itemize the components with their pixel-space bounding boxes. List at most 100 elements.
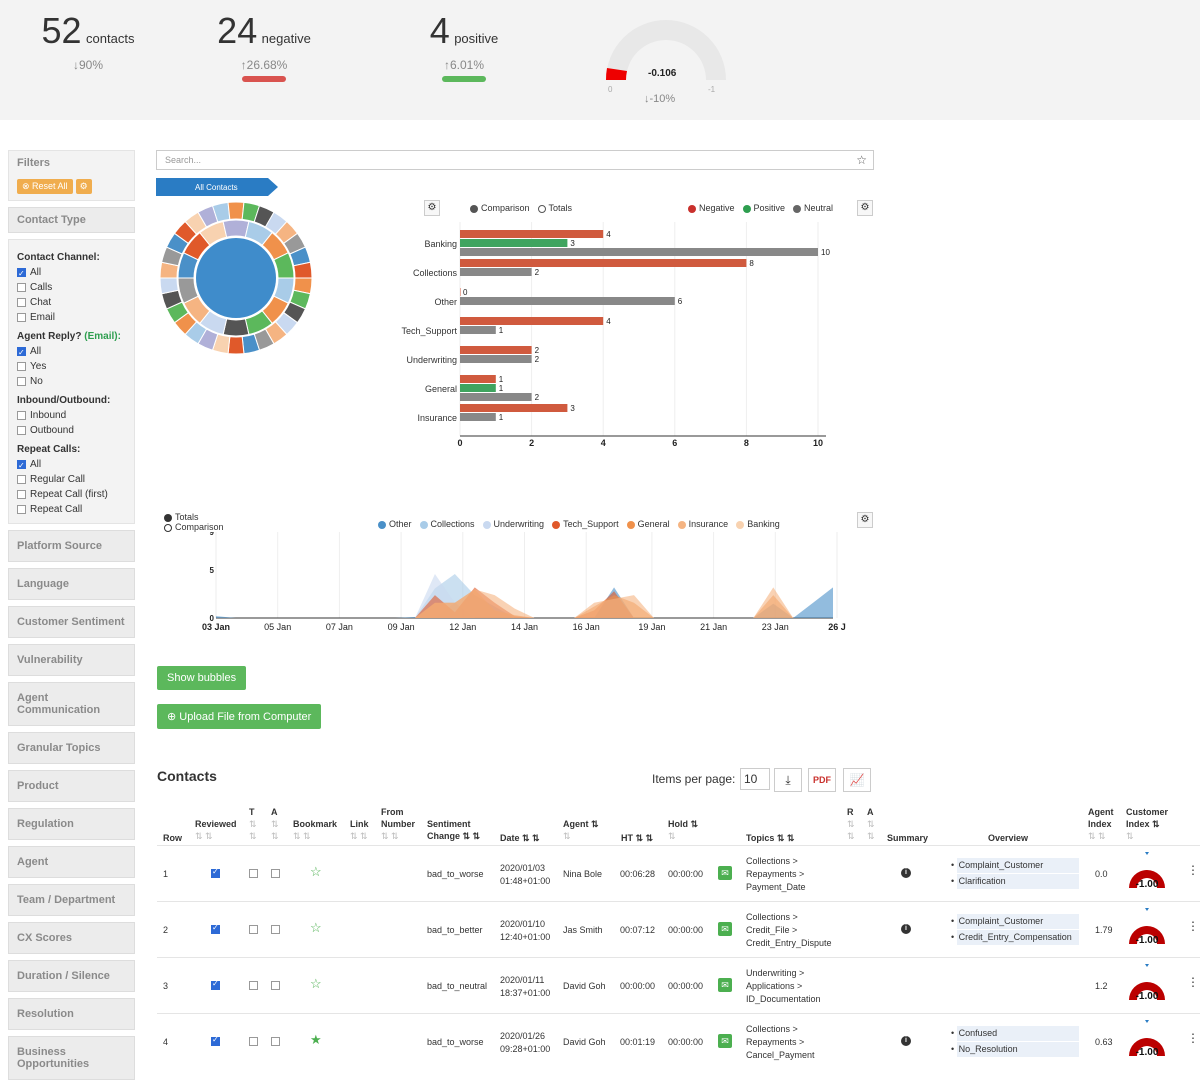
- filter-option-chat[interactable]: Chat: [17, 295, 126, 310]
- filter-option-repeat-call[interactable]: Repeat Call: [17, 502, 126, 517]
- contact-type-section[interactable]: Contact Type: [8, 207, 135, 233]
- legend-totals[interactable]: Totals: [164, 512, 224, 522]
- sidebar-section-duration-silence[interactable]: Duration / Silence: [8, 960, 135, 992]
- row-menu-icon[interactable]: ⋮: [1187, 1031, 1199, 1045]
- column-header[interactable]: Customer Index ⇅ ⇅: [1126, 806, 1168, 842]
- summary-info-icon[interactable]: i: [901, 868, 911, 878]
- filter-option-email[interactable]: Email: [17, 310, 126, 325]
- sidebar-section-resolution[interactable]: Resolution: [8, 998, 135, 1030]
- email-icon[interactable]: ✉: [718, 1034, 732, 1048]
- bookmark-star-icon[interactable]: ☆: [310, 920, 322, 935]
- column-header[interactable]: T ⇅ ⇅: [249, 806, 257, 842]
- filter-option-regular-call[interactable]: Regular Call: [17, 472, 126, 487]
- show-bubbles-button[interactable]: Show bubbles: [157, 666, 247, 690]
- reviewed-checkbox[interactable]: [211, 1035, 220, 1046]
- legend-underwriting[interactable]: Underwriting: [482, 519, 544, 529]
- email-icon[interactable]: ✉: [718, 922, 732, 936]
- filter-option-all[interactable]: All: [17, 344, 126, 360]
- area-chart-gear-icon[interactable]: ⚙: [857, 512, 873, 528]
- sunburst-chart[interactable]: [156, 200, 320, 356]
- column-header[interactable]: HT ⇅ ⇅: [621, 832, 653, 844]
- bookmark-star-icon[interactable]: ☆: [310, 976, 322, 991]
- items-per-page-input[interactable]: 10: [740, 768, 770, 790]
- reviewed-checkbox[interactable]: [211, 867, 220, 878]
- legend-neutral[interactable]: Neutral: [793, 203, 833, 213]
- summary-info-icon[interactable]: i: [901, 1036, 911, 1046]
- filter-option-inbound[interactable]: Inbound: [17, 408, 126, 423]
- legend-banking[interactable]: Banking: [736, 519, 780, 529]
- t-checkbox[interactable]: [249, 925, 258, 934]
- chart-icon[interactable]: 📈: [843, 768, 871, 792]
- all-contacts-tab[interactable]: All Contacts: [156, 178, 278, 196]
- column-header[interactable]: R ⇅ ⇅: [847, 806, 855, 842]
- t-checkbox[interactable]: [249, 869, 258, 878]
- bar-chart-left-gear-icon[interactable]: ⚙: [424, 200, 440, 216]
- legend-totals[interactable]: Totals: [537, 203, 572, 213]
- checkbox[interactable]: [17, 426, 26, 435]
- sidebar-section-customer-sentiment[interactable]: Customer Sentiment: [8, 606, 135, 638]
- legend-general[interactable]: General: [626, 519, 670, 529]
- download-icon[interactable]: ⤓: [774, 768, 802, 792]
- column-header[interactable]: From Number ⇅ ⇅: [381, 806, 415, 842]
- column-header[interactable]: Agent Index ⇅ ⇅: [1088, 806, 1114, 842]
- legend-collections[interactable]: Collections: [419, 519, 475, 529]
- legend-comparison[interactable]: Comparison: [164, 522, 224, 532]
- legend-negative[interactable]: Negative: [688, 203, 735, 213]
- filter-option-outbound[interactable]: Outbound: [17, 423, 126, 438]
- a-checkbox[interactable]: [271, 925, 280, 934]
- checkbox[interactable]: [17, 475, 26, 484]
- column-header[interactable]: Row: [163, 832, 182, 844]
- bar-chart-sentiment-legend[interactable]: Negative Positive Neutral: [688, 203, 833, 213]
- a-checkbox[interactable]: [271, 1037, 280, 1046]
- a-checkbox[interactable]: [271, 981, 280, 990]
- email-icon[interactable]: ✉: [718, 978, 732, 992]
- bookmark-star-icon[interactable]: ★: [310, 1032, 322, 1047]
- sidebar-section-agent-communication[interactable]: Agent Communication: [8, 682, 135, 726]
- legend-tech_support[interactable]: Tech_Support: [552, 519, 619, 529]
- column-header[interactable]: Link ⇅ ⇅: [350, 818, 369, 842]
- legend-insurance[interactable]: Insurance: [677, 519, 728, 529]
- filter-option-calls[interactable]: Calls: [17, 280, 126, 295]
- column-header[interactable]: Reviewed ⇅ ⇅: [195, 818, 237, 842]
- filter-option-repeat-call-first-[interactable]: Repeat Call (first): [17, 487, 126, 502]
- column-header[interactable]: Agent ⇅ ⇅: [563, 818, 599, 842]
- bookmark-star-icon[interactable]: ☆: [310, 864, 322, 879]
- t-checkbox[interactable]: [249, 1037, 258, 1046]
- pdf-export-icon[interactable]: PDF: [808, 768, 836, 792]
- filter-option-all[interactable]: All: [17, 457, 126, 473]
- reset-all-button[interactable]: ⊗ Reset All: [17, 179, 73, 194]
- checkbox[interactable]: [17, 411, 26, 420]
- filter-option-all[interactable]: All: [17, 265, 126, 281]
- checkbox[interactable]: [17, 505, 26, 514]
- upload-file-button[interactable]: ⊕ Upload File from Computer: [157, 704, 322, 729]
- sidebar-section-platform-source[interactable]: Platform Source: [8, 530, 135, 562]
- column-header[interactable]: Date ⇅ ⇅: [500, 832, 540, 844]
- sidebar-section-product[interactable]: Product: [8, 770, 135, 802]
- sidebar-section-granular-topics[interactable]: Granular Topics: [8, 732, 135, 764]
- area-chart-topic-legend[interactable]: Other Collections Underwriting Tech_Support…: [378, 519, 780, 529]
- checkbox[interactable]: [17, 458, 26, 473]
- column-header[interactable]: A ⇅ ⇅: [271, 806, 279, 842]
- reviewed-checkbox[interactable]: [211, 979, 220, 990]
- column-header[interactable]: Sentiment Change ⇅ ⇅: [427, 818, 480, 842]
- checkbox[interactable]: [17, 377, 26, 386]
- summary-info-icon[interactable]: i: [901, 924, 911, 934]
- sidebar-section-regulation[interactable]: Regulation: [8, 808, 135, 840]
- reviewed-checkbox[interactable]: [211, 923, 220, 934]
- sidebar-section-business-opportunities[interactable]: Business Opportunities: [8, 1036, 135, 1080]
- row-menu-icon[interactable]: ⋮: [1187, 919, 1199, 933]
- search-input[interactable]: Search... ☆: [156, 150, 874, 170]
- email-icon[interactable]: ✉: [718, 866, 732, 880]
- sidebar-section-team-department[interactable]: Team / Department: [8, 884, 135, 916]
- sidebar-section-vulnerability[interactable]: Vulnerability: [8, 644, 135, 676]
- t-checkbox[interactable]: [249, 981, 258, 990]
- column-header[interactable]: Bookmark ⇅ ⇅: [293, 818, 337, 842]
- checkbox[interactable]: [17, 490, 26, 499]
- filter-option-no[interactable]: No: [17, 374, 126, 389]
- column-header[interactable]: Topics ⇅ ⇅: [746, 832, 794, 844]
- column-header[interactable]: A ⇅ ⇅: [867, 806, 875, 842]
